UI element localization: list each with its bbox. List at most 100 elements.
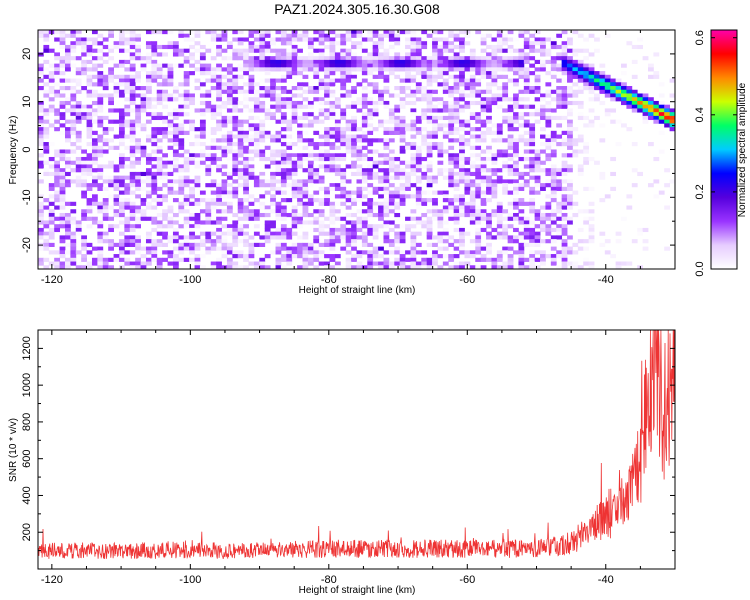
heatmap-cell bbox=[118, 242, 125, 247]
heatmap-cell bbox=[38, 78, 44, 83]
heatmap-cell bbox=[318, 142, 325, 147]
heatmap-cell bbox=[86, 44, 93, 50]
heatmap-cell bbox=[280, 41, 287, 46]
heatmap-cell bbox=[259, 30, 266, 35]
heatmap-cell bbox=[556, 100, 563, 106]
heatmap-cell bbox=[540, 257, 546, 262]
heatmap-cell bbox=[70, 127, 77, 132]
heatmap-cell bbox=[529, 239, 536, 244]
heatmap-cell bbox=[270, 86, 276, 91]
heatmap-cell bbox=[205, 100, 212, 106]
heatmap-cell bbox=[631, 44, 638, 50]
heatmap-cell bbox=[280, 227, 287, 233]
heatmap-cell bbox=[280, 86, 287, 91]
heatmap-cell bbox=[378, 97, 384, 102]
heatmap-cell bbox=[38, 179, 44, 184]
heatmap-cell bbox=[318, 231, 325, 236]
heatmap-cell bbox=[172, 261, 179, 266]
heatmap-cell bbox=[550, 74, 557, 79]
heatmap-cell bbox=[302, 67, 309, 72]
heatmap-cell bbox=[86, 119, 93, 124]
heatmap-cell bbox=[102, 201, 109, 206]
heatmap-cell bbox=[280, 52, 287, 57]
heatmap-cell bbox=[59, 201, 66, 206]
heatmap-cell bbox=[583, 257, 590, 262]
heatmap-cell bbox=[194, 138, 201, 143]
heatmap-cell bbox=[545, 205, 552, 210]
heatmap-cell bbox=[448, 160, 455, 165]
heatmap-cell bbox=[475, 115, 482, 121]
heatmap-cell bbox=[38, 86, 44, 91]
heatmap-cell bbox=[523, 78, 530, 83]
heatmap-cell bbox=[507, 168, 514, 173]
heatmap-cell bbox=[81, 242, 87, 247]
heatmap-cell bbox=[513, 153, 519, 158]
heatmap-cell bbox=[216, 44, 222, 50]
heatmap-cell bbox=[102, 212, 109, 218]
heatmap-cell bbox=[162, 89, 168, 94]
heatmap-cell bbox=[64, 149, 71, 154]
heatmap-cell bbox=[237, 119, 244, 124]
heatmap-cell bbox=[113, 179, 120, 184]
heatmap-cell bbox=[302, 265, 309, 270]
heatmap-cell bbox=[54, 93, 60, 98]
heatmap-cell bbox=[550, 89, 557, 94]
heatmap-cell bbox=[502, 86, 509, 91]
heatmap-cell bbox=[97, 231, 104, 236]
heatmap-cell bbox=[486, 100, 492, 106]
heatmap-cell bbox=[243, 59, 249, 65]
heatmap-cell bbox=[140, 56, 147, 61]
heatmap-cell bbox=[669, 179, 676, 184]
heatmap-cell bbox=[453, 67, 460, 72]
heatmap-cell bbox=[383, 138, 390, 143]
heatmap-cell bbox=[156, 175, 163, 180]
heatmap-cell bbox=[383, 183, 390, 188]
heatmap-cell bbox=[345, 93, 352, 98]
heatmap-cell bbox=[453, 171, 460, 177]
heatmap-cell bbox=[356, 164, 363, 169]
heatmap-cell bbox=[307, 153, 314, 158]
heatmap-cell bbox=[453, 89, 460, 94]
heatmap-cell bbox=[54, 257, 60, 262]
y-tick-label: 1200 bbox=[21, 336, 33, 360]
heatmap-cell bbox=[567, 74, 573, 79]
heatmap-cell bbox=[118, 257, 125, 262]
heatmap-cell bbox=[329, 201, 336, 206]
heatmap-cell bbox=[394, 108, 401, 113]
heatmap-cell bbox=[280, 235, 287, 240]
heatmap-cell bbox=[199, 93, 206, 98]
heatmap-cell bbox=[367, 97, 374, 102]
heatmap-cell bbox=[38, 212, 44, 218]
heatmap-cell bbox=[243, 186, 249, 191]
heatmap-cell bbox=[264, 112, 271, 117]
heatmap-cell bbox=[54, 175, 60, 180]
heatmap-cell bbox=[232, 74, 239, 79]
heatmap-cell bbox=[561, 201, 568, 206]
heatmap-cell bbox=[518, 156, 525, 162]
heatmap-cell bbox=[480, 179, 487, 184]
heatmap-cell bbox=[464, 63, 471, 68]
heatmap-cell bbox=[43, 149, 50, 154]
heatmap-cell bbox=[226, 130, 233, 135]
heatmap-cell bbox=[356, 149, 363, 154]
heatmap-cell bbox=[259, 257, 266, 262]
heatmap-cell bbox=[453, 74, 460, 79]
heatmap-cell bbox=[361, 89, 368, 94]
heatmap-cell bbox=[567, 134, 573, 139]
heatmap-cell bbox=[491, 171, 498, 177]
heatmap-cell bbox=[550, 149, 557, 154]
heatmap-cell bbox=[437, 63, 444, 68]
heatmap-cell bbox=[513, 149, 519, 154]
heatmap-cell bbox=[118, 119, 125, 124]
heatmap-cell bbox=[388, 71, 395, 76]
heatmap-cell bbox=[567, 89, 573, 94]
heatmap-cell bbox=[297, 71, 303, 76]
heatmap-cell bbox=[453, 59, 460, 65]
heatmap-cell bbox=[91, 142, 98, 147]
heatmap-cell bbox=[199, 254, 206, 259]
heatmap-cell bbox=[259, 108, 266, 113]
x-tick-label: -40 bbox=[598, 274, 614, 286]
heatmap-cell bbox=[178, 235, 185, 240]
heatmap-cell bbox=[480, 212, 487, 218]
heatmap-cell bbox=[75, 164, 82, 169]
